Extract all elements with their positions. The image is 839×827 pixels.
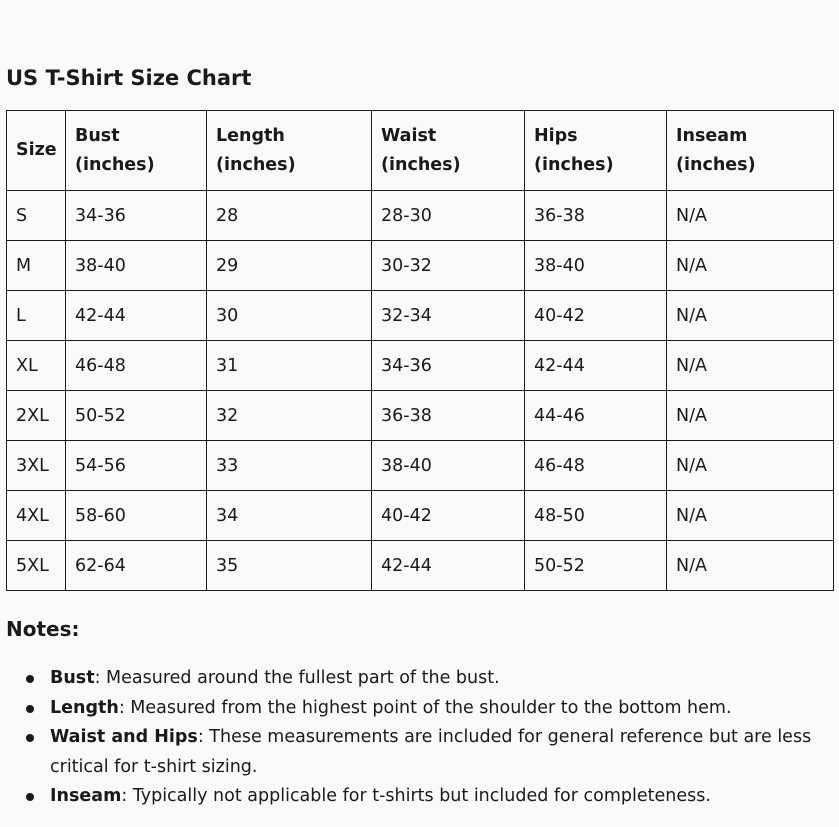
cell-hips: 44-46: [524, 390, 667, 441]
list-item: Bust: Measured around the fullest part o…: [26, 664, 825, 694]
note-text: : Measured from the highest point of the…: [118, 697, 732, 718]
column-header-hips-label: Hips: [534, 125, 578, 146]
cell-length: 35: [206, 540, 372, 591]
column-header-size: Size: [6, 110, 66, 191]
cell-size: 5XL: [6, 540, 66, 591]
table-row: 2XL 50-52 32 36-38 44-46 N/A: [6, 390, 834, 441]
column-header-inseam-unit: (inches): [676, 154, 756, 175]
column-header-waist-unit: (inches): [381, 154, 461, 175]
table-header: Size Bust (inches) Length (inches) Waist (i…: [6, 110, 834, 191]
cell-hips: 48-50: [524, 490, 667, 541]
cell-inseam: N/A: [666, 190, 834, 241]
list-item: Inseam: Typically not applicable for t-s…: [26, 782, 825, 812]
table-row: XL 46-48 31 34-36 42-44 N/A: [6, 340, 834, 391]
cell-length: 29: [206, 240, 372, 291]
column-header-length-unit: (inches): [216, 154, 296, 175]
cell-size: M: [6, 240, 66, 291]
table-row: 3XL 54-56 33 38-40 46-48 N/A: [6, 440, 834, 491]
cell-waist: 32-34: [371, 290, 525, 341]
cell-length: 32: [206, 390, 372, 441]
list-item: Waist and Hips: These measurements are i…: [26, 723, 825, 782]
cell-hips: 40-42: [524, 290, 667, 341]
column-header-length: Length (inches): [206, 110, 372, 191]
cell-inseam: N/A: [666, 290, 834, 341]
cell-waist: 36-38: [371, 390, 525, 441]
column-header-bust-label: Bust: [75, 125, 120, 146]
cell-inseam: N/A: [666, 390, 834, 441]
column-header-hips: Hips (inches): [524, 110, 667, 191]
table-row: M 38-40 29 30-32 38-40 N/A: [6, 240, 834, 291]
cell-waist: 38-40: [371, 440, 525, 491]
column-header-size-label: Size: [16, 140, 57, 160]
note-text: : These measurements are included for ge…: [50, 727, 812, 777]
note-term: Waist and Hips: [50, 727, 198, 747]
cell-hips: 38-40: [524, 240, 667, 291]
cell-waist: 28-30: [371, 190, 525, 241]
cell-bust: 50-52: [65, 390, 207, 441]
cell-inseam: N/A: [666, 340, 834, 391]
cell-hips: 36-38: [524, 190, 667, 241]
column-header-inseam: Inseam (inches): [666, 110, 834, 191]
cell-size: 3XL: [6, 440, 66, 491]
cell-size: 2XL: [6, 390, 66, 441]
cell-length: 31: [206, 340, 372, 391]
column-header-bust: Bust (inches): [65, 110, 207, 191]
cell-bust: 62-64: [65, 540, 207, 591]
cell-hips: 46-48: [524, 440, 667, 491]
cell-bust: 34-36: [65, 190, 207, 241]
cell-size: L: [6, 290, 66, 341]
cell-length: 33: [206, 440, 372, 491]
cell-waist: 40-42: [371, 490, 525, 541]
note-term: Bust: [50, 668, 95, 688]
cell-bust: 54-56: [65, 440, 207, 491]
cell-waist: 42-44: [371, 540, 525, 591]
column-header-length-label: Length: [216, 125, 285, 146]
table-row: 5XL 62-64 35 42-44 50-52 N/A: [6, 540, 834, 591]
column-header-waist-label: Waist: [381, 125, 437, 146]
page-title: US T-Shirt Size Chart: [6, 66, 252, 90]
notes-list: Bust: Measured around the fullest part o…: [26, 664, 825, 812]
cell-length: 34: [206, 490, 372, 541]
column-header-hips-unit: (inches): [534, 154, 614, 175]
cell-size: XL: [6, 340, 66, 391]
cell-waist: 34-36: [371, 340, 525, 391]
cell-inseam: N/A: [666, 490, 834, 541]
list-item: Length: Measured from the highest point …: [26, 694, 825, 724]
column-header-bust-unit: (inches): [75, 154, 155, 175]
cell-size: 4XL: [6, 490, 66, 541]
cell-length: 28: [206, 190, 372, 241]
cell-inseam: N/A: [666, 240, 834, 291]
cell-size: S: [6, 190, 66, 241]
table-row: S 34-36 28 28-30 36-38 N/A: [6, 190, 834, 241]
cell-bust: 42-44: [65, 290, 207, 341]
cell-waist: 30-32: [371, 240, 525, 291]
cell-bust: 46-48: [65, 340, 207, 391]
notes-heading: Notes:: [6, 617, 80, 641]
column-header-waist: Waist (inches): [371, 110, 525, 191]
size-chart-table: Size Bust (inches) Length (inches) Waist (i…: [6, 110, 834, 591]
cell-inseam: N/A: [666, 440, 834, 491]
column-header-inseam-label: Inseam: [676, 125, 748, 146]
table-row: 4XL 58-60 34 40-42 48-50 N/A: [6, 490, 834, 541]
note-text: : Measured around the fullest part of th…: [94, 668, 500, 688]
cell-hips: 42-44: [524, 340, 667, 391]
note-text: : Typically not applicable for t-shirts …: [121, 786, 711, 806]
cell-inseam: N/A: [666, 540, 834, 591]
header-row: Size Bust (inches) Length (inches) Waist (i…: [6, 110, 834, 191]
cell-bust: 38-40: [65, 240, 207, 291]
table-body: S 34-36 28 28-30 36-38 N/A M 38-40 29 30…: [6, 190, 834, 591]
cell-bust: 58-60: [65, 490, 207, 541]
cell-length: 30: [206, 290, 372, 341]
note-term: Inseam: [50, 786, 122, 806]
table-row: L 42-44 30 32-34 40-42 N/A: [6, 290, 834, 341]
note-term: Length: [50, 697, 119, 718]
cell-hips: 50-52: [524, 540, 667, 591]
